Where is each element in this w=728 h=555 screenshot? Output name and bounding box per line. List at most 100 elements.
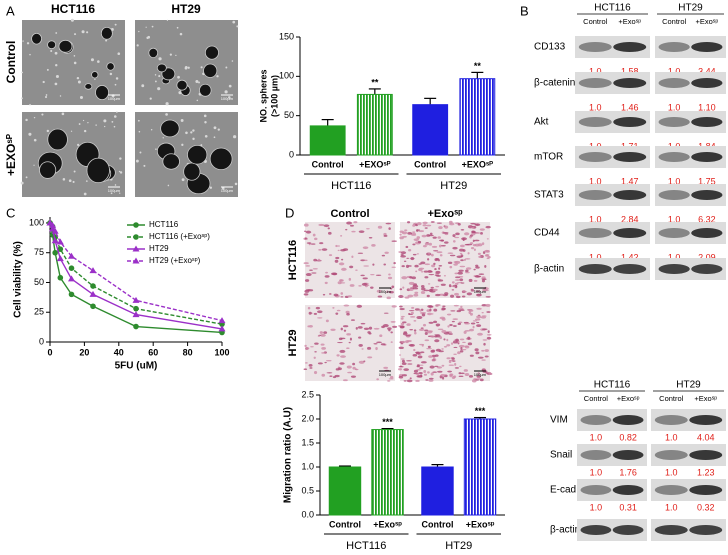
blot-band <box>613 42 647 52</box>
protein-label: mTOR <box>534 152 563 163</box>
blot-band <box>691 117 723 127</box>
blot-strip <box>655 72 726 94</box>
bar <box>463 418 497 516</box>
blot-band <box>689 485 723 495</box>
blot-band <box>580 415 612 425</box>
legend-label: HT29 <box>149 244 169 253</box>
x-tick-label: +Exoˢᵖ <box>373 519 402 529</box>
blot-band <box>580 525 612 535</box>
ratio-label: 1.0 <box>668 214 681 224</box>
blot-band <box>689 450 723 460</box>
scale-bar-label: 100µm <box>221 188 234 193</box>
significance: ** <box>371 77 379 87</box>
x-tick-label: +Exoˢᵖ <box>466 519 495 529</box>
blot-strip <box>575 72 650 94</box>
ratio-label: 1.0 <box>668 176 681 186</box>
blot-band <box>691 264 723 274</box>
blot-strip <box>651 479 726 501</box>
ratio-label: 0.32 <box>697 502 715 512</box>
blot-band <box>658 264 690 274</box>
blot-band <box>691 78 723 88</box>
blot-strip <box>651 519 726 541</box>
marker <box>132 257 140 264</box>
column-header: +Exoˢᵖ <box>427 208 463 220</box>
panel-label: C <box>6 205 15 220</box>
y-tick-label: 2.5 <box>301 389 314 399</box>
protein-label: E-cad <box>550 485 576 496</box>
x-tick-label: 100 <box>214 347 229 357</box>
y-tick-label: 0.5 <box>301 485 314 495</box>
blot-strip <box>577 444 647 466</box>
marker <box>90 283 96 289</box>
ratio-label: 1.0 <box>668 66 681 76</box>
blot-band <box>578 78 612 88</box>
marker <box>132 296 140 303</box>
y-tick-label: 0 <box>39 336 44 346</box>
blot-band <box>578 228 612 238</box>
marker <box>51 237 59 244</box>
bar <box>328 466 362 516</box>
panel-label: B <box>520 3 529 18</box>
blot-band <box>613 78 647 88</box>
blot-band <box>654 485 688 495</box>
y-tick-label: 1.5 <box>301 437 314 447</box>
significance: ** <box>474 61 482 71</box>
condition-header: Control <box>662 17 687 26</box>
x-tick-label: Control <box>329 519 361 529</box>
scale-bar-label: 100µm <box>379 289 392 294</box>
cell-line-header: HCT116 <box>594 3 631 14</box>
marker <box>132 245 140 252</box>
cell-line-header: HCT116 <box>594 380 631 391</box>
ratio-label: 6.32 <box>698 214 716 224</box>
column-header: HCT116 <box>51 2 95 16</box>
row-header: HT29 <box>287 330 299 357</box>
blot-strip <box>575 111 650 133</box>
x-tick-label: 60 <box>148 347 158 357</box>
scale-bar-label: 100µm <box>474 289 487 294</box>
ratio-label: 1.0 <box>589 102 602 112</box>
protein-label: β-actin <box>550 525 580 536</box>
blot-strip <box>575 258 650 280</box>
significance: *** <box>382 417 393 427</box>
y-tick-label: 2.0 <box>301 413 314 423</box>
x-tick-label: Control <box>421 519 453 529</box>
y-tick-label: 50 <box>284 110 294 120</box>
bar <box>459 78 496 156</box>
blot-band <box>691 42 723 52</box>
bar <box>371 429 404 516</box>
blot-band <box>578 152 612 162</box>
ratio-label: 1.0 <box>665 502 678 512</box>
marker <box>68 275 75 282</box>
ratio-label: 0.31 <box>619 502 637 512</box>
marker <box>49 221 57 228</box>
ratio-label: 2.09 <box>698 252 716 262</box>
ratio-label: 1.0 <box>590 502 603 512</box>
blot-band <box>658 42 690 52</box>
x-tick-label: 40 <box>114 347 124 357</box>
ratio-label: 1.58 <box>621 66 639 76</box>
x-tick-label: Control <box>414 159 446 169</box>
x-tick-label: +EXOˢᴾ <box>359 159 391 169</box>
group-label: HCT116 <box>331 180 371 192</box>
y-axis-label: NO. spheres <box>258 69 268 122</box>
ratio-label: 1.0 <box>589 214 602 224</box>
blot-strip <box>575 184 650 206</box>
x-tick-label: Control <box>312 159 344 169</box>
y-tick-label: 75 <box>34 247 44 257</box>
blot-strip <box>655 111 726 133</box>
blot-band <box>658 190 690 200</box>
panel-label: D <box>285 205 294 220</box>
blot-band <box>689 525 723 535</box>
ratio-label: 1.75 <box>698 176 716 186</box>
blot-band <box>691 152 723 162</box>
group-label: HT29 <box>440 180 467 192</box>
marker <box>68 252 75 259</box>
blot-strip <box>651 409 726 431</box>
blot-band <box>654 525 688 535</box>
y-tick-label: 0 <box>289 149 294 159</box>
condition-header: +Exoˢᵖ <box>695 17 718 26</box>
marker <box>218 317 226 324</box>
condition-header: Control <box>583 17 608 26</box>
marker <box>57 246 64 252</box>
